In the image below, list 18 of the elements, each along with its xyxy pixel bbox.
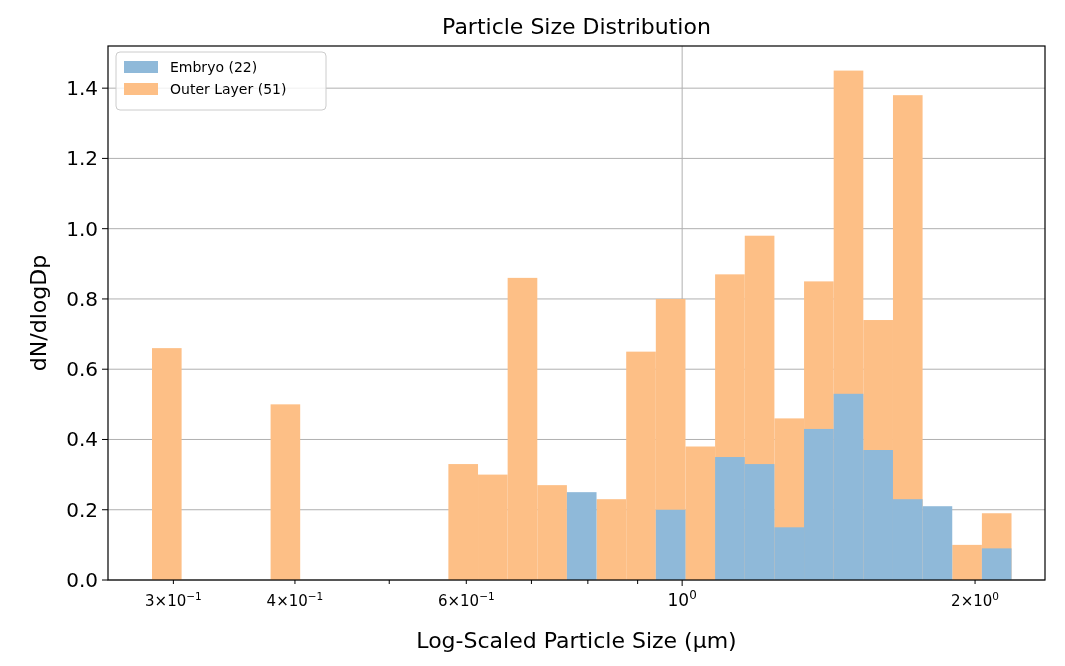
y-axis-title: dN/dlogDp <box>26 254 51 372</box>
x-axis-title: Log-Scaled Particle Size (μm) <box>416 628 737 653</box>
chart-title: Particle Size Distribution <box>442 14 711 39</box>
x-tick-label: 4×10$^{−1}$ <box>266 590 324 610</box>
y-tick-label: 0.0 <box>66 568 98 592</box>
y-tick-label: 1.4 <box>66 76 98 101</box>
y-tick-label: 0.2 <box>66 497 98 522</box>
x-tick-label: 10$^{0}$ <box>667 588 697 610</box>
x-tick-label: 6×10$^{−1}$ <box>437 590 495 610</box>
legend-label: Outer Layer (51) <box>170 81 287 97</box>
y-tick-label: 0.8 <box>66 286 98 311</box>
y-tick-label: 0.6 <box>66 357 98 382</box>
y-tick-label: 1.2 <box>66 146 98 171</box>
y-tick-label: 0.4 <box>66 427 98 452</box>
x-tick-label: 3×10$^{−1}$ <box>145 590 202 610</box>
x-tick-label: 2×10$^{0}$ <box>951 590 999 610</box>
y-tick-label: 1.0 <box>66 216 98 241</box>
legend-label: Embryo (22) <box>170 59 258 75</box>
